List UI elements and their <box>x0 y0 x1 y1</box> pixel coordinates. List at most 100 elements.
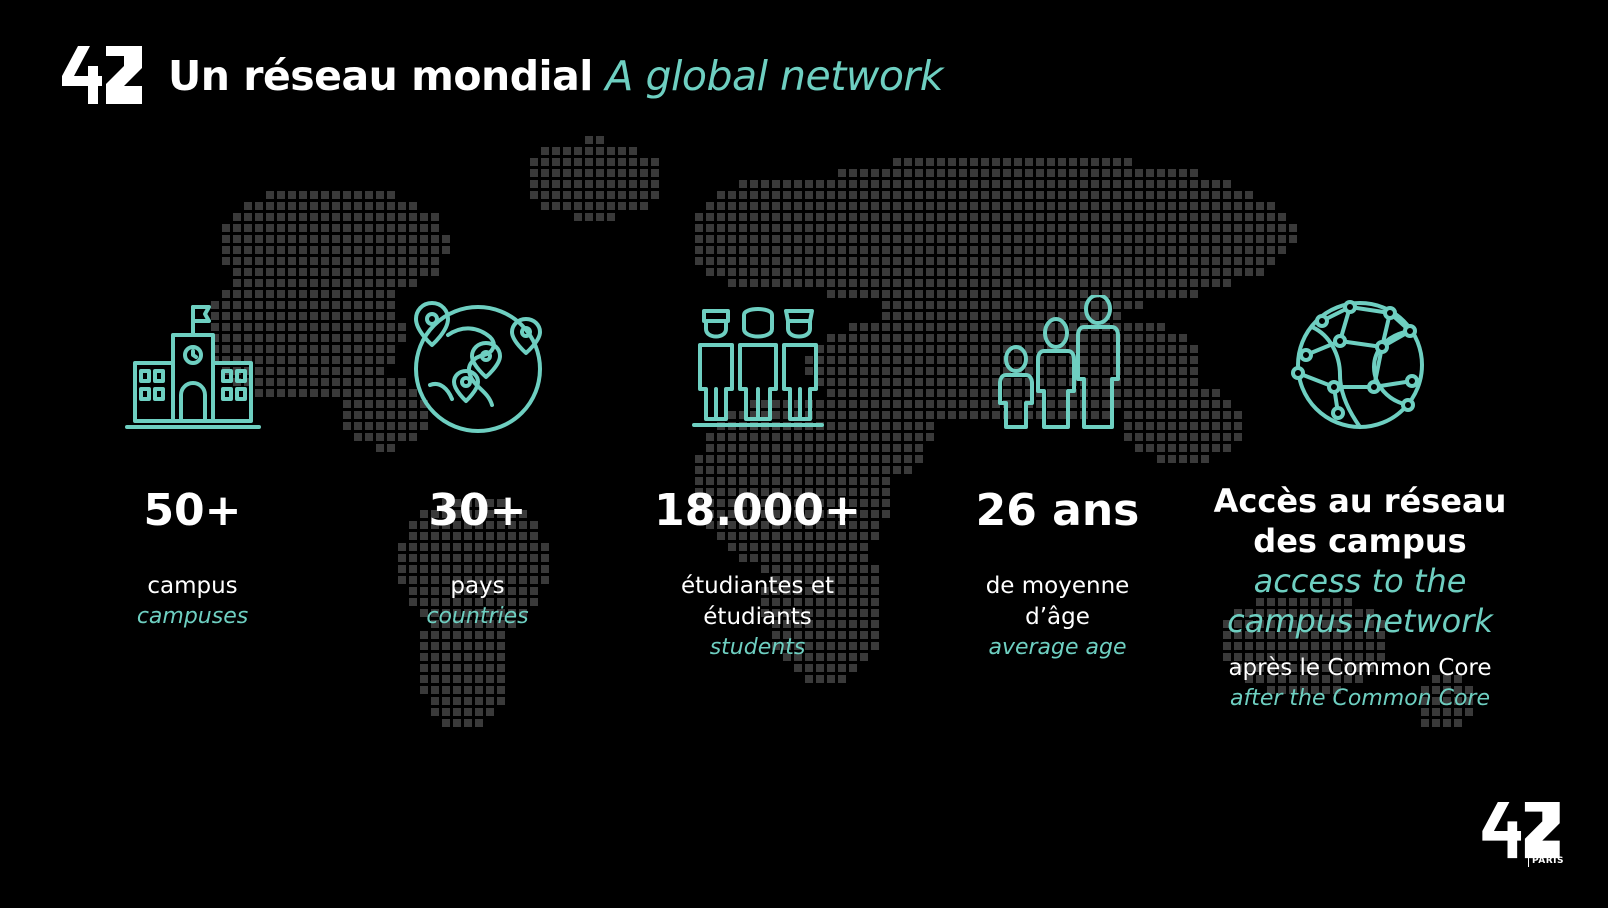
map-dot <box>783 191 791 199</box>
map-dot <box>860 279 868 287</box>
map-dot <box>959 191 967 199</box>
map-dot <box>772 246 780 254</box>
map-dot <box>321 334 329 342</box>
map-dot <box>827 378 835 386</box>
network-title-en-line1: access to the <box>1253 562 1467 600</box>
map-dot <box>365 433 373 441</box>
map-dot <box>1157 455 1165 463</box>
map-dot <box>871 224 879 232</box>
stat-value-students: 18.000+ <box>654 485 861 536</box>
map-dot <box>486 521 494 529</box>
map-dot <box>1091 224 1099 232</box>
map-dot <box>992 367 1000 375</box>
map-dot <box>860 444 868 452</box>
map-dot <box>783 257 791 265</box>
map-dot <box>1036 334 1044 342</box>
map-dot <box>1135 202 1143 210</box>
map-dot <box>893 323 901 331</box>
map-dot <box>299 345 307 353</box>
map-dot <box>376 433 384 441</box>
map-dot <box>486 609 494 617</box>
map-dot <box>981 246 989 254</box>
map-dot <box>860 191 868 199</box>
map-dot <box>1091 191 1099 199</box>
map-dot <box>1300 642 1308 650</box>
map-dot <box>827 642 835 650</box>
map-dot <box>585 180 593 188</box>
map-dot <box>343 356 351 364</box>
map-dot <box>244 235 252 243</box>
map-dot <box>1146 268 1154 276</box>
map-dot <box>1025 213 1033 221</box>
map-dot <box>1069 224 1077 232</box>
map-dot <box>1322 675 1330 683</box>
map-dot <box>321 246 329 254</box>
map-dot <box>376 367 384 375</box>
map-dot <box>475 521 483 529</box>
map-dot <box>849 455 857 463</box>
map-dot <box>1113 257 1121 265</box>
map-dot <box>453 598 461 606</box>
map-dot <box>1036 213 1044 221</box>
map-dot <box>255 334 263 342</box>
map-dot <box>453 532 461 540</box>
map-dot <box>937 367 945 375</box>
map-dot <box>288 224 296 232</box>
map-dot <box>882 301 890 309</box>
map-dot <box>486 598 494 606</box>
map-dot <box>904 444 912 452</box>
map-dot <box>1190 367 1198 375</box>
map-dot <box>1190 455 1198 463</box>
map-dot <box>1157 191 1165 199</box>
map-dot <box>871 180 879 188</box>
map-dot <box>849 202 857 210</box>
map-dot <box>882 169 890 177</box>
map-dot <box>497 521 505 529</box>
map-dot <box>948 202 956 210</box>
map-dot <box>255 378 263 386</box>
map-dot <box>453 510 461 518</box>
map-dot <box>739 191 747 199</box>
map-dot <box>420 675 428 683</box>
map-dot <box>871 257 879 265</box>
map-dot <box>1069 257 1077 265</box>
map-dot <box>420 565 428 573</box>
map-dot <box>244 323 252 331</box>
map-dot <box>1234 631 1242 639</box>
map-dot <box>277 257 285 265</box>
map-dot <box>211 312 219 320</box>
map-dot <box>1069 213 1077 221</box>
map-dot <box>1245 675 1253 683</box>
map-dot <box>222 246 230 254</box>
map-dot <box>860 587 868 595</box>
map-dot <box>387 345 395 353</box>
map-dot <box>1047 202 1055 210</box>
map-dot <box>728 411 736 419</box>
map-dot <box>1190 180 1198 188</box>
map-dot <box>772 609 780 617</box>
map-dot <box>365 224 373 232</box>
map-dot <box>365 400 373 408</box>
map-dot <box>849 477 857 485</box>
map-dot <box>310 389 318 397</box>
map-dot <box>1080 235 1088 243</box>
map-dot <box>1289 675 1297 683</box>
map-dot <box>640 180 648 188</box>
map-dot <box>794 565 802 573</box>
map-dot <box>772 224 780 232</box>
map-dot <box>1025 268 1033 276</box>
map-dot <box>849 356 857 364</box>
map-dot <box>233 224 241 232</box>
map-dot <box>1201 444 1209 452</box>
map-dot <box>1443 708 1451 716</box>
map-dot <box>937 268 945 276</box>
map-dot <box>453 565 461 573</box>
map-dot <box>1454 719 1462 727</box>
map-dot <box>618 191 626 199</box>
map-dot <box>750 554 758 562</box>
map-dot <box>1267 620 1275 628</box>
map-dot <box>739 202 747 210</box>
map-dot <box>816 180 824 188</box>
map-dot <box>409 246 417 254</box>
map-dot <box>1267 642 1275 650</box>
